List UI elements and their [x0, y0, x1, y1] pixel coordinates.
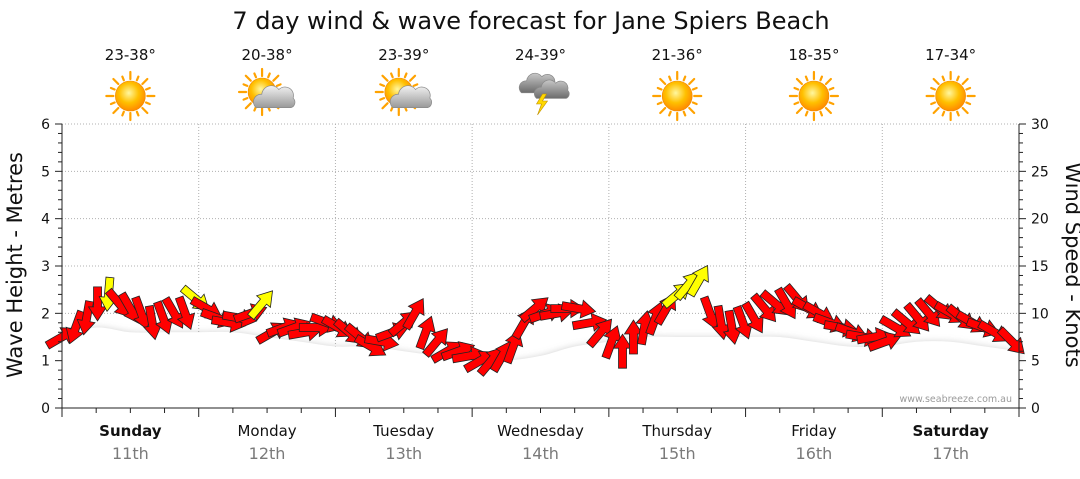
day-temperature: 20-38° — [242, 46, 293, 64]
sun-rays — [105, 70, 156, 122]
left-tick-label: 6 — [41, 117, 50, 133]
sun-cloud-icon — [374, 67, 432, 117]
day-temperature: 17-34° — [925, 46, 976, 64]
sun-rays — [652, 70, 703, 122]
wind-arrows — [44, 264, 1025, 377]
day-date-label: 17th — [932, 444, 969, 463]
wind-arrow — [996, 326, 1025, 355]
wind-arrow — [867, 331, 902, 352]
left-tick-label: 5 — [41, 164, 50, 180]
day-date-label: 16th — [796, 444, 833, 463]
wind-arrow — [560, 299, 597, 319]
right-tick-label: 25 — [1031, 164, 1049, 180]
right-tick-label: 20 — [1031, 212, 1049, 228]
sun-cloud-icon — [237, 67, 296, 117]
day-name-label: Tuesday — [372, 422, 434, 440]
sun-icon — [788, 70, 840, 122]
wind-arrow — [422, 328, 448, 358]
day-date-label: 12th — [249, 444, 286, 463]
storm-icon — [518, 72, 570, 116]
left-axis-label: Wave Height - Metres — [3, 152, 27, 378]
sun-rays — [788, 70, 840, 122]
day-temperature: 23-39° — [378, 46, 429, 64]
wind-arrow — [247, 290, 274, 321]
day-date-label: 11th — [112, 444, 149, 463]
day-name-label: Wednesday — [497, 422, 584, 440]
sun-icon — [652, 70, 703, 122]
day-date-label: 14th — [522, 444, 559, 463]
day-name-label: Friday — [791, 422, 837, 440]
left-tick-label: 4 — [41, 212, 50, 228]
sun-icon — [925, 70, 976, 122]
right-axis-ticks: 0 5 10 15 20 25 30 — [1019, 117, 1049, 417]
right-tick-label: 10 — [1031, 306, 1049, 322]
day-date-label: 15th — [659, 444, 696, 463]
left-axis-ticks: 0 1 2 3 4 5 6 — [41, 117, 62, 417]
day-name-label: Thursday — [641, 422, 712, 440]
day-temperature: 23-38° — [105, 46, 156, 64]
wind-arrow — [415, 315, 436, 351]
day-temperature: 18-35° — [788, 46, 839, 64]
day-temperature: 24-39° — [515, 46, 566, 64]
wind-arrow — [402, 297, 425, 331]
left-tick-label: 3 — [41, 259, 50, 275]
day-temperature: 21-36° — [652, 46, 703, 64]
wave-height-fill — [62, 327, 1019, 408]
watermark: www.seabreeze.com.au — [900, 394, 1013, 405]
right-tick-label: 30 — [1031, 117, 1049, 133]
sun-icon — [105, 70, 156, 122]
wave-height-area — [62, 327, 1019, 408]
day-date-label: 13th — [385, 444, 422, 463]
right-axis-label: Wind Speed - Knots — [1061, 162, 1080, 367]
right-tick-label: 15 — [1031, 259, 1049, 275]
right-tick-label: 5 — [1031, 354, 1040, 370]
x-axis-day-labels: Sunday 11th Monday 12th Tuesday 13th Wednesday… — [99, 422, 989, 463]
wind-arrow — [686, 264, 709, 298]
right-tick-label: 0 — [1031, 401, 1040, 417]
day-name-label: Sunday — [99, 422, 162, 440]
wind-arrow — [571, 312, 608, 332]
left-tick-label: 0 — [41, 401, 50, 417]
day-name-label: Monday — [237, 422, 296, 440]
wind-arrow — [65, 309, 86, 345]
day-headers: 23-38° 20-38° 23-39° 24-39° 21-36° 18-35° 17-3… — [105, 46, 976, 122]
sun-rays — [925, 70, 976, 122]
wind-arrow — [174, 295, 196, 331]
day-name-label: Saturday — [912, 422, 989, 440]
chart-title: 7 day wind & wave forecast for Jane Spie… — [232, 7, 829, 35]
left-tick-label: 1 — [41, 354, 50, 370]
left-tick-label: 2 — [41, 306, 50, 322]
